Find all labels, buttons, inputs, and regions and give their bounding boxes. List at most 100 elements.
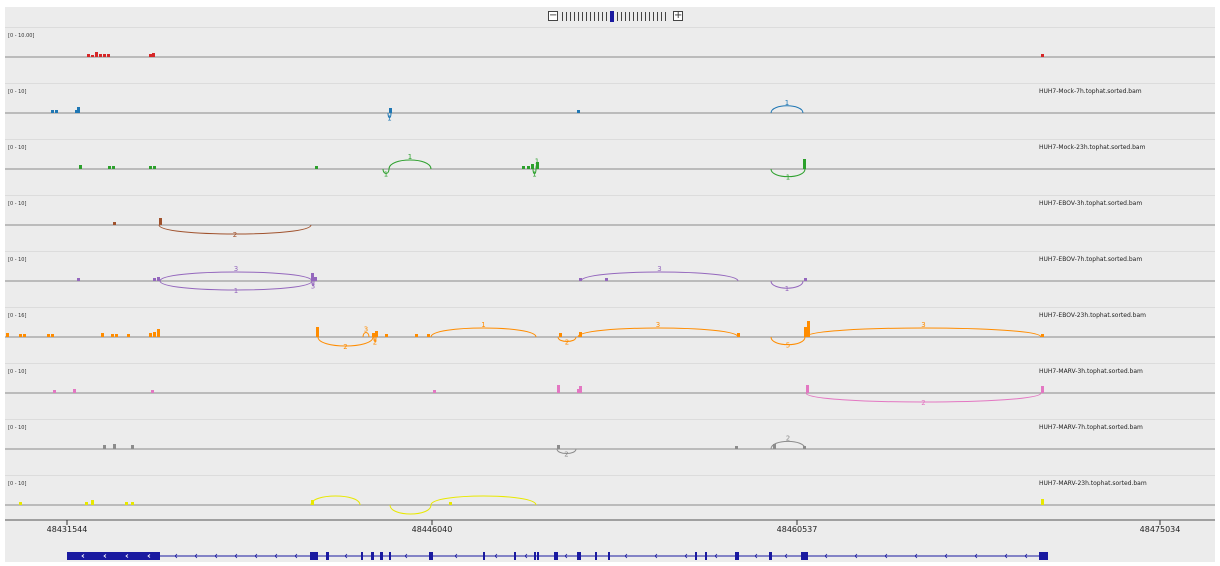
zoom-tick[interactable] <box>602 11 603 21</box>
zoom-tick[interactable] <box>621 11 622 21</box>
alignment-track[interactable]: 2 3 2 1 2 3 5 3 [0 - 16] HUH7-EBOV-23h.tophat.sor… <box>5 307 1215 364</box>
junction-count-label: 1 <box>535 158 539 166</box>
zoom-tick[interactable] <box>574 11 575 21</box>
zoom-tick[interactable] <box>625 11 626 21</box>
coverage-bar <box>1041 334 1044 337</box>
junction-count-label: 2 <box>373 339 377 347</box>
coverage-bar <box>55 110 58 113</box>
alignment-track[interactable]: 2 2 [0 - 10] HUH7-MARV-7h.tophat.sorted.bam <box>5 419 1215 476</box>
track-name[interactable]: HUH7-Mock-7h.tophat.sorted.bam <box>1039 88 1142 95</box>
gene-exon <box>1039 552 1048 560</box>
alignment-track[interactable]: [0 - 10] HUH7-MARV-23h.tophat.sorted.bam <box>5 475 1215 532</box>
genome-viewer: − + [0 - 10.00] 1 1 [0 - 10] HUH7-Mock-7h.to… <box>5 7 1215 562</box>
gene-track[interactable] <box>5 547 1215 560</box>
zoom-tick[interactable] <box>629 11 630 21</box>
coverage-bar <box>51 334 54 337</box>
gene-exon <box>705 552 707 560</box>
strand-arrow-icon <box>254 553 258 559</box>
track-plot <box>5 495 1215 515</box>
coverage-bar <box>103 445 106 449</box>
coverage-bar <box>735 446 738 449</box>
strand-arrow-icon <box>714 553 718 559</box>
track-name[interactable]: HUH7-MARV-7h.tophat.sorted.bam <box>1039 424 1143 431</box>
coverage-bar <box>531 164 534 169</box>
junction-arc <box>577 327 739 338</box>
zoom-tick[interactable] <box>598 11 599 21</box>
track-name[interactable]: HUH7-MARV-3h.tophat.sorted.bam <box>1039 368 1143 375</box>
junction-count-label: 3 <box>364 326 368 334</box>
zoom-tick[interactable] <box>649 11 650 21</box>
alignment-track[interactable]: 2 [0 - 10] HUH7-EBOV-3h.tophat.sorted.bam <box>5 195 1215 252</box>
track-name[interactable]: HUH7-Mock-23h.tophat.sorted.bam <box>1039 144 1146 151</box>
zoom-in-button[interactable]: + <box>673 11 683 21</box>
ruler-tick-label: 48446040 <box>411 525 453 534</box>
ruler-tick-label: 48475034 <box>1139 525 1181 534</box>
zoom-tick[interactable] <box>610 10 614 22</box>
zoom-tick[interactable] <box>637 11 638 21</box>
zoom-tick[interactable] <box>606 11 607 21</box>
gene-exon <box>695 552 697 560</box>
junction-arc <box>311 280 315 286</box>
coverage-bar <box>107 54 110 57</box>
track-name[interactable]: HUH7-EBOV-7h.tophat.sorted.bam <box>1039 256 1143 263</box>
zoom-tick[interactable] <box>653 11 654 21</box>
alignment-track[interactable]: 2 [0 - 10] HUH7-MARV-3h.tophat.sorted.bam <box>5 363 1215 420</box>
junction-arc <box>159 280 313 291</box>
track-panel: [0 - 10.00] 1 1 [0 - 10] HUH7-Mock-7h.tophat… <box>5 27 1215 517</box>
strand-arrow-icon <box>914 553 918 559</box>
gene-exon <box>595 552 597 560</box>
gene-exon <box>735 552 739 560</box>
alignment-track[interactable]: 1 1 [0 - 10] HUH7-Mock-7h.tophat.sorted.bam <box>5 83 1215 140</box>
strand-arrow-icon <box>103 554 107 558</box>
coverage-bar <box>111 334 114 337</box>
coverage-bar <box>153 332 156 337</box>
junction-count-label: 3 <box>921 321 925 329</box>
junction-arc <box>535 164 539 170</box>
coverage-bar <box>527 166 530 169</box>
zoom-tick[interactable] <box>661 11 662 21</box>
junction-count-label: 1 <box>785 285 789 293</box>
zoom-tick[interactable] <box>590 11 591 21</box>
track-plot: 2 <box>5 385 1215 407</box>
coverage-bar <box>87 54 90 57</box>
coverage-bar <box>557 385 560 393</box>
junction-arc <box>389 504 432 515</box>
zoom-tick[interactable] <box>582 11 583 21</box>
zoom-tick[interactable] <box>586 11 587 21</box>
zoom-tick[interactable] <box>657 11 658 21</box>
coverage-bar <box>804 278 807 281</box>
zoom-tick[interactable] <box>641 11 642 21</box>
track-name[interactable]: HUH7-EBOV-3h.tophat.sorted.bam <box>1039 200 1143 207</box>
coverage-bar <box>149 333 152 337</box>
zoom-level-slider[interactable] <box>562 10 669 22</box>
coverage-bar <box>125 502 128 505</box>
coverage-bar <box>737 333 740 337</box>
zoom-tick[interactable] <box>617 11 618 21</box>
alignment-track[interactable]: [0 - 10.00] <box>5 27 1215 84</box>
junction-arc <box>770 105 804 114</box>
track-name[interactable]: HUH7-EBOV-23h.tophat.sorted.bam <box>1039 312 1147 319</box>
alignment-track[interactable]: 3 1 3 3 1 [0 - 10] HUH7-EBOV-7h.tophat.sorted.… <box>5 251 1215 308</box>
coverage-bar <box>415 334 418 337</box>
coverage-bar <box>85 502 88 505</box>
coverage-bar <box>53 390 56 393</box>
zoom-tick[interactable] <box>566 11 567 21</box>
zoom-tick[interactable] <box>633 11 634 21</box>
zoom-tick[interactable] <box>594 11 595 21</box>
coverage-bar <box>79 165 82 169</box>
zoom-out-button[interactable]: − <box>548 11 558 21</box>
track-plot: 2 <box>5 218 1215 239</box>
strand-arrow-icon <box>81 554 85 558</box>
strand-arrow-icon <box>564 553 568 559</box>
zoom-tick[interactable] <box>578 11 579 21</box>
zoom-tick[interactable] <box>665 11 666 21</box>
track-name[interactable]: HUH7-MARV-23h.tophat.sorted.bam <box>1039 480 1147 487</box>
zoom-tick[interactable] <box>645 11 646 21</box>
strand-arrow-icon <box>1004 553 1008 559</box>
coverage-bar <box>91 55 94 57</box>
coordinate-ruler[interactable]: 48431544 48446040 48460537 48475034 <box>5 519 1215 535</box>
zoom-tick[interactable] <box>570 11 571 21</box>
zoom-tick[interactable] <box>562 11 563 21</box>
alignment-track[interactable]: 1 1 1 1 1 [0 - 10] HUH7-Mock-23h.tophat.sorted… <box>5 139 1215 196</box>
junction-arc <box>532 168 537 174</box>
